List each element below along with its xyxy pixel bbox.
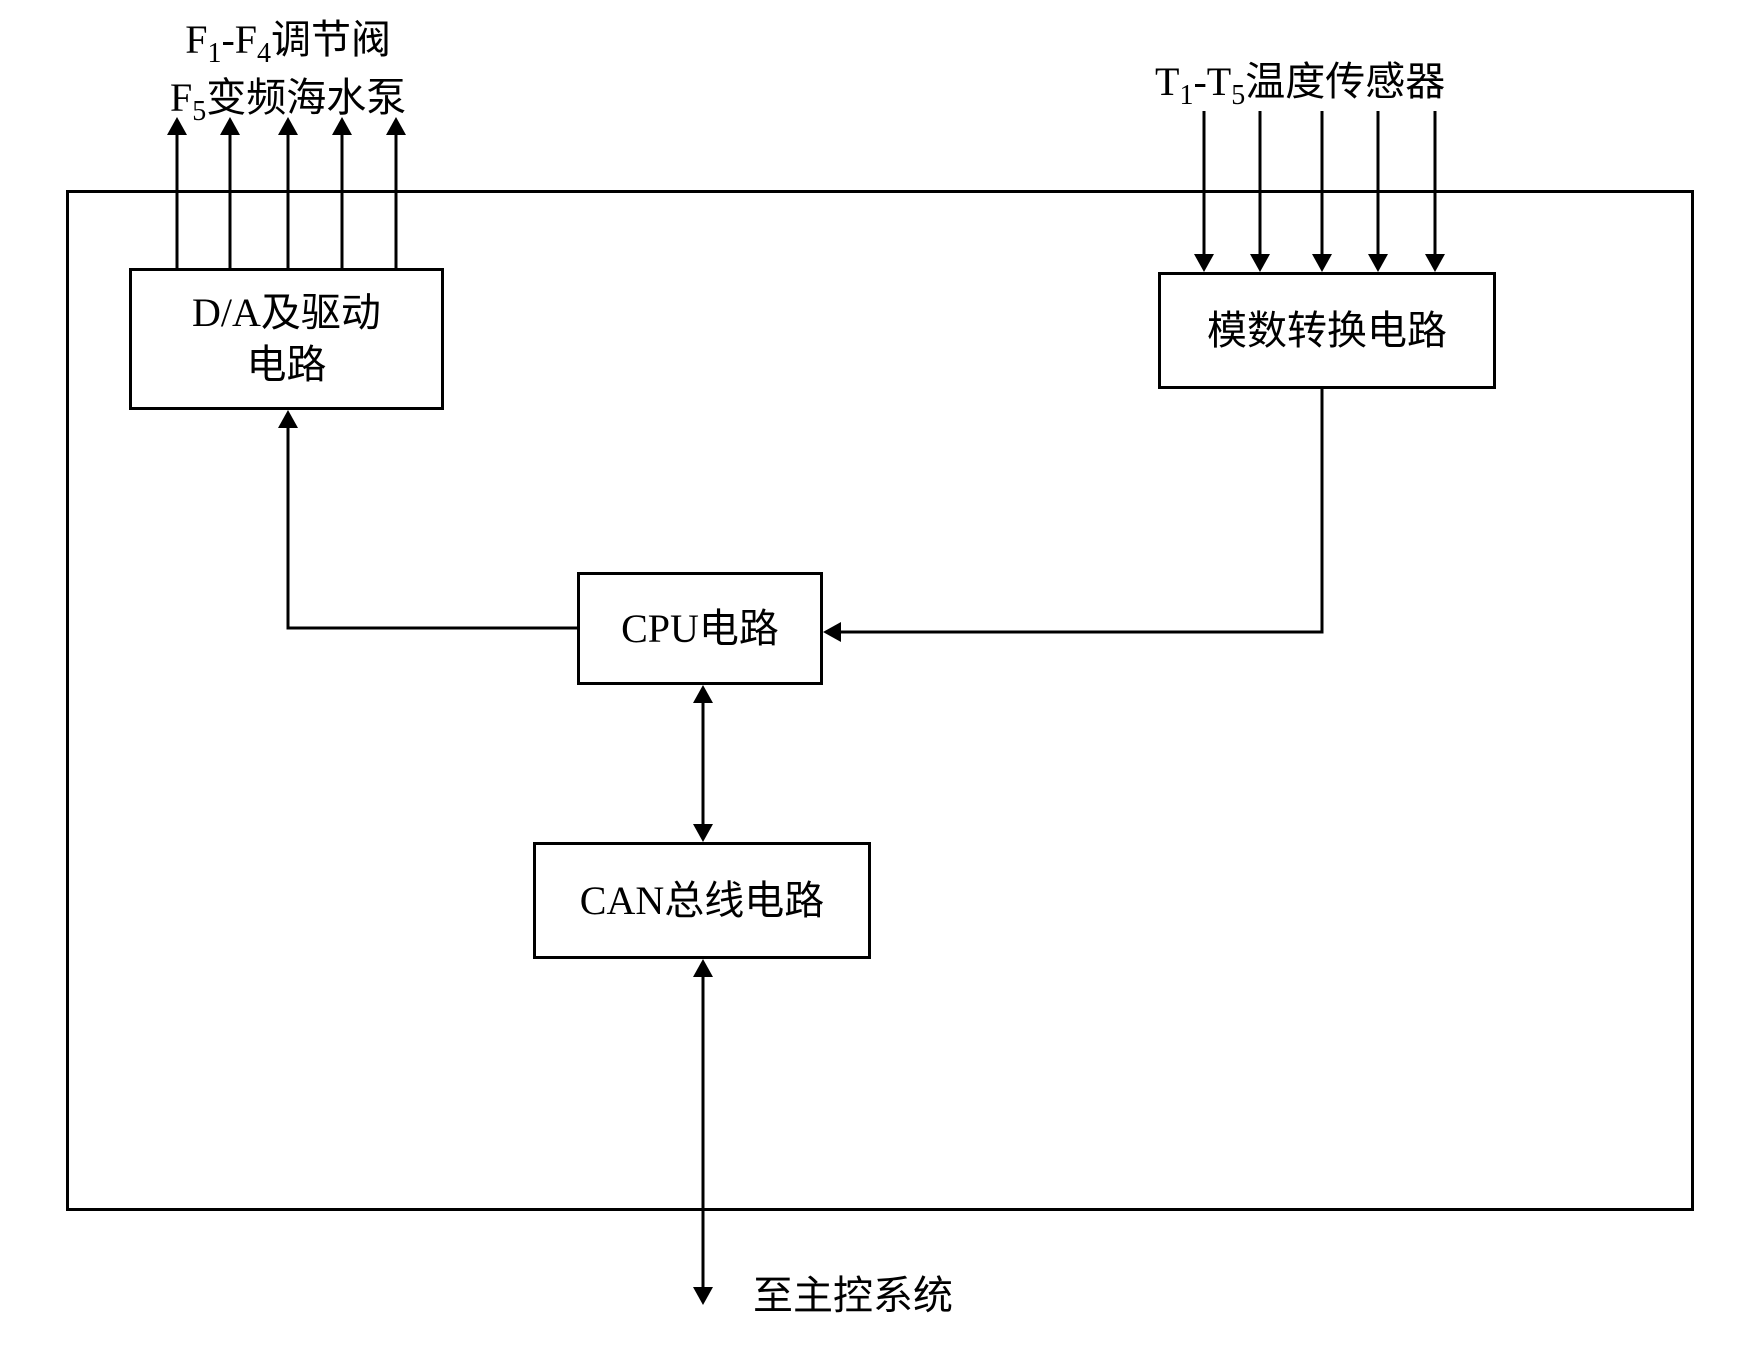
block-cpu: CPU电路 xyxy=(577,572,823,685)
label-valves-line: F1-F4调节阀 xyxy=(170,14,406,72)
label-pump-line: F5变频海水泵 xyxy=(170,72,406,130)
label-to-main-control: 至主控系统 xyxy=(753,1270,953,1322)
block-adc-label: 模数转换电路 xyxy=(1207,305,1447,357)
block-can-label: CAN总线电路 xyxy=(580,875,824,927)
block-adc: 模数转换电路 xyxy=(1158,272,1496,389)
label-valves-pump: F1-F4调节阀 F5变频海水泵 xyxy=(170,14,406,131)
block-can: CAN总线电路 xyxy=(533,842,871,959)
block-cpu-label: CPU电路 xyxy=(621,603,779,655)
block-da-drive-label: D/A及驱动电路 xyxy=(192,287,381,391)
label-temp-sensors: T1-T5温度传感器 xyxy=(1155,56,1445,114)
diagram-root: F1-F4调节阀 F5变频海水泵 T1-T5温度传感器 D/A及驱动电路 模数转… xyxy=(0,0,1752,1367)
block-da-drive: D/A及驱动电路 xyxy=(129,268,444,410)
